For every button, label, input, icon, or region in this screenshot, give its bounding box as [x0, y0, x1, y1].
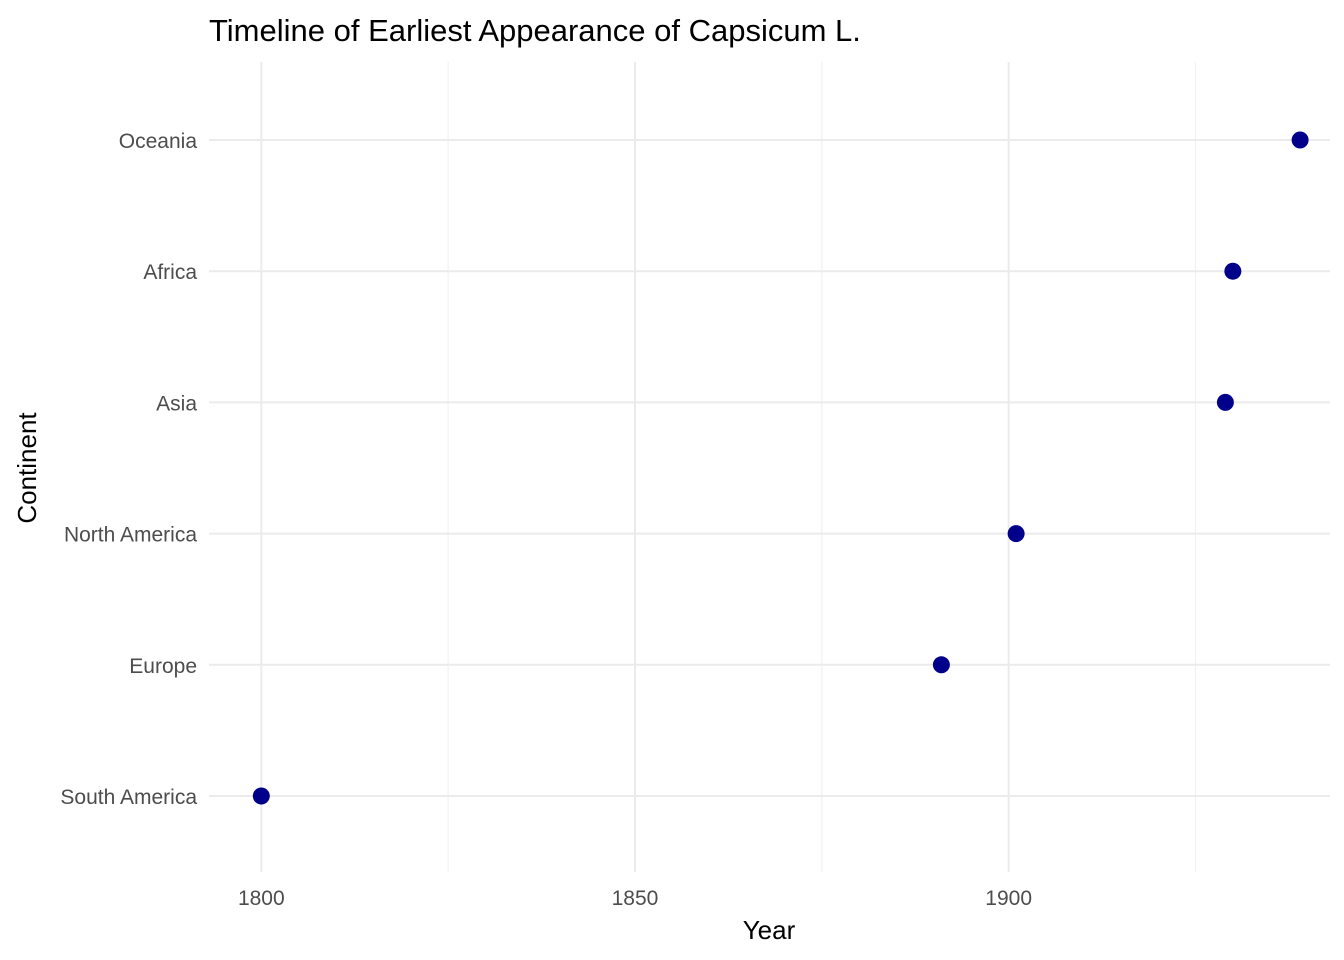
x-tick-label: 1800 [238, 887, 285, 910]
x-tick-label: 1900 [985, 887, 1032, 910]
data-point [1224, 262, 1242, 280]
y-tick-label: Europe [129, 655, 197, 678]
data-point [1007, 525, 1025, 543]
data-point [1216, 393, 1234, 411]
data-point [252, 787, 270, 805]
data-point [1291, 131, 1309, 149]
y-tick-label: South America [60, 786, 197, 809]
x-axis-title: Year [743, 915, 796, 945]
y-tick-label: Asia [156, 392, 197, 415]
y-tick-label: North America [64, 524, 197, 547]
y-tick-label: Oceania [119, 130, 198, 153]
y-tick-label: Africa [143, 261, 197, 284]
data-points [252, 131, 1309, 805]
grid [209, 62, 1330, 872]
chart-title: Timeline of Earliest Appearance of Capsi… [209, 13, 861, 48]
x-tick-label: 1850 [612, 887, 659, 910]
x-axis-tick-labels: 1800 1850 1900 [238, 887, 1032, 910]
y-axis-tick-labels: South America Europe North America Asia Afri… [60, 130, 197, 809]
y-axis-title: Continent [12, 412, 42, 524]
data-point [932, 656, 950, 674]
